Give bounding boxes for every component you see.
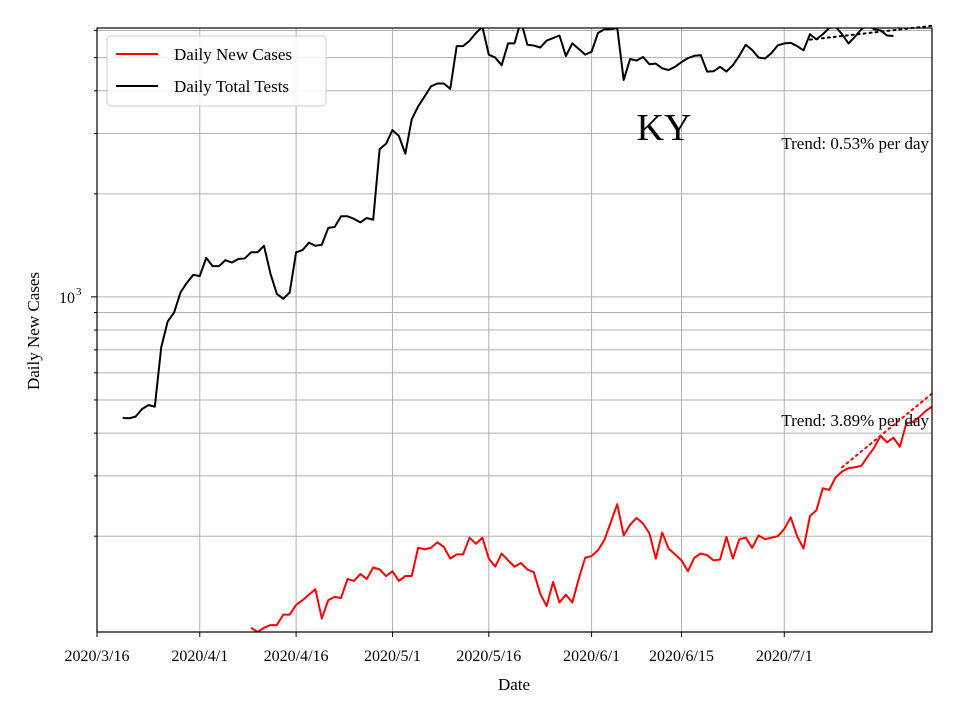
- series-line-daily-new-cases: [250, 405, 932, 632]
- legend: Daily New Cases Daily Total Tests: [106, 35, 327, 107]
- x-axis-label: Date: [498, 675, 530, 694]
- trend-annotation-tests: Trend: 0.53% per day: [781, 134, 929, 153]
- grid-lines: [96, 28, 932, 632]
- y-tick-exponent: 3: [76, 286, 82, 298]
- trend-lines: [808, 24, 933, 469]
- legend-label-cases: Daily New Cases: [174, 45, 292, 64]
- x-tick-label: 2020/5/1: [364, 648, 421, 665]
- x-tick-label: 2020/3/16: [65, 648, 130, 665]
- x-tick-label: 2020/6/15: [649, 648, 714, 665]
- series-line-daily-total-tests: [122, 28, 894, 420]
- legend-box: [106, 35, 327, 107]
- legend-label-tests: Daily Total Tests: [174, 77, 289, 96]
- trend-annotation-cases: Trend: 3.89% per day: [781, 411, 929, 430]
- x-tick-label: 2020/5/16: [456, 648, 521, 665]
- y-axis-label: Daily New Cases: [24, 272, 43, 390]
- x-tick-label: 2020/6/1: [563, 648, 620, 665]
- trend-line-cases: [841, 392, 933, 469]
- x-axis: 2020/3/16 2020/4/1 2020/4/16 2020/5/1 2020/5…: [65, 632, 813, 665]
- series-lines: [122, 28, 932, 632]
- x-tick-label: 2020/4/1: [171, 648, 228, 665]
- x-tick-label: 2020/7/1: [756, 648, 813, 665]
- y-tick-label: 10: [59, 290, 75, 307]
- x-tick-label: 2020/4/16: [264, 648, 329, 665]
- y-axis: 10 3: [59, 29, 97, 537]
- state-label: KY: [637, 107, 692, 149]
